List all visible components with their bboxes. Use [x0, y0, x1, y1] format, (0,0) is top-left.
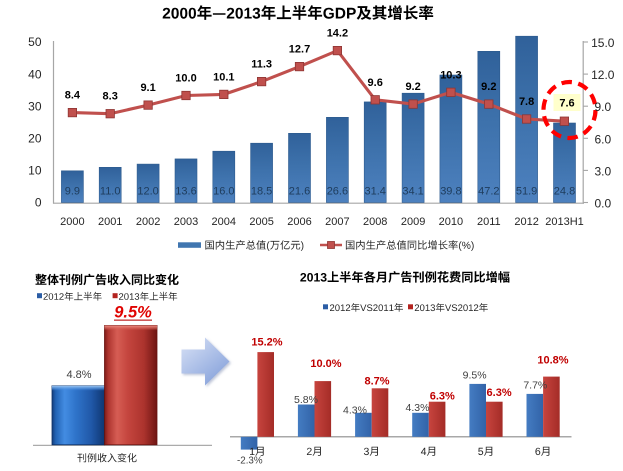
svg-text:15.0: 15.0	[591, 36, 615, 50]
svg-text:9.0: 9.0	[594, 100, 611, 114]
svg-text:2008: 2008	[363, 216, 387, 228]
svg-text:6.0: 6.0	[594, 132, 611, 146]
svg-text:4.3%: 4.3%	[343, 404, 367, 416]
svg-text:0.0: 0.0	[594, 197, 611, 211]
svg-text:7.8: 7.8	[519, 96, 534, 108]
svg-text:24.8: 24.8	[554, 186, 575, 198]
svg-text:11.0: 11.0	[100, 186, 121, 198]
svg-text:47.2: 47.2	[478, 186, 499, 198]
svg-text:2013H1: 2013H1	[545, 216, 584, 228]
svg-text:4.8%: 4.8%	[66, 369, 91, 381]
svg-text:10.1: 10.1	[213, 71, 234, 83]
svg-text:8.7%: 8.7%	[364, 376, 389, 388]
svg-text:20: 20	[28, 132, 42, 146]
svg-text:51.9: 51.9	[516, 186, 537, 198]
svg-text:10: 10	[28, 164, 42, 178]
svg-text:21.6: 21.6	[289, 186, 310, 198]
svg-text:0: 0	[35, 196, 42, 210]
svg-text:11.3: 11.3	[251, 59, 272, 71]
svg-text:14.2: 14.2	[327, 28, 348, 40]
svg-text:2006: 2006	[287, 216, 311, 228]
svg-text:2012: 2012	[514, 216, 538, 228]
svg-text:2000: 2000	[60, 216, 84, 228]
svg-text:6.3%: 6.3%	[430, 390, 455, 402]
svg-text:6.3%: 6.3%	[487, 387, 512, 399]
svg-text:2007: 2007	[325, 216, 349, 228]
svg-text:9.1: 9.1	[140, 82, 155, 94]
svg-text:10.0: 10.0	[175, 73, 196, 85]
svg-text:13.6: 13.6	[175, 186, 196, 198]
svg-text:9.5%: 9.5%	[463, 369, 487, 381]
svg-text:2005: 2005	[249, 216, 273, 228]
svg-text:16.0: 16.0	[213, 186, 234, 198]
svg-text:9.2: 9.2	[481, 81, 496, 93]
svg-text:2001: 2001	[98, 216, 122, 228]
svg-text:15.2%: 15.2%	[251, 337, 282, 349]
svg-text:26.6: 26.6	[327, 186, 348, 198]
svg-text:39.8: 39.8	[440, 186, 461, 198]
svg-text:12.7: 12.7	[289, 44, 310, 56]
svg-text:5.8%: 5.8%	[294, 394, 318, 406]
svg-text:3.0: 3.0	[594, 164, 611, 178]
svg-text:10.0%: 10.0%	[310, 358, 341, 370]
svg-text:2011: 2011	[477, 216, 501, 228]
svg-text:31.4: 31.4	[364, 186, 385, 198]
svg-text:18.5: 18.5	[251, 186, 272, 198]
svg-text:9.9: 9.9	[65, 186, 80, 198]
svg-text:7.7%: 7.7%	[523, 380, 547, 392]
svg-text:9.2: 9.2	[405, 81, 420, 93]
svg-text:4.3%: 4.3%	[406, 402, 430, 414]
svg-text:8.3: 8.3	[103, 91, 118, 103]
svg-text:10.8%: 10.8%	[537, 354, 568, 366]
svg-text:9.5%: 9.5%	[114, 304, 152, 322]
svg-text:10.3: 10.3	[440, 69, 461, 81]
svg-text:50: 50	[28, 35, 42, 49]
svg-text:2010: 2010	[439, 216, 463, 228]
svg-text:34.1: 34.1	[402, 186, 423, 198]
svg-text:2009: 2009	[401, 216, 425, 228]
svg-text:2003: 2003	[174, 216, 198, 228]
svg-text:7.6: 7.6	[559, 98, 574, 110]
svg-text:12.0: 12.0	[137, 186, 158, 198]
svg-text:8.4: 8.4	[65, 90, 81, 102]
svg-text:30: 30	[28, 99, 42, 113]
svg-text:12.0: 12.0	[591, 68, 615, 82]
svg-text:9.6: 9.6	[368, 77, 383, 89]
svg-text:-2.3%: -2.3%	[237, 456, 263, 467]
svg-text:40: 40	[28, 67, 42, 81]
svg-text:2004: 2004	[212, 216, 236, 228]
svg-text:2002: 2002	[136, 216, 160, 228]
